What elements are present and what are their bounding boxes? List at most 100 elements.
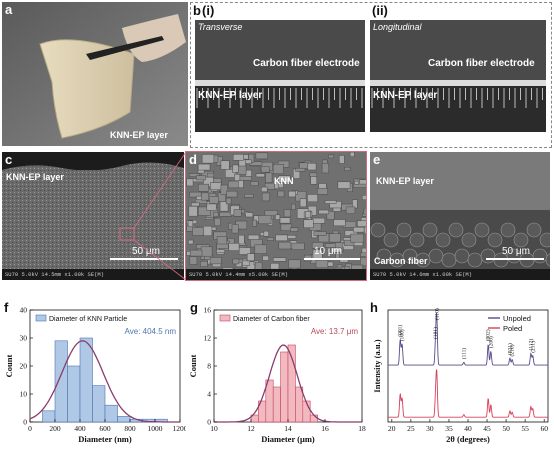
chart-f-xtick-label-0: 0 xyxy=(28,424,32,433)
chart-g-annotation: Ave: 13.7 μm xyxy=(311,327,358,336)
panel-e-footer: SU70 5.0kV 14.6mm x1.00k SE(M) xyxy=(370,269,550,280)
chart-f-bar-3 xyxy=(79,337,93,423)
chart-g-xtick-label-2: 14 xyxy=(284,424,292,433)
chart-f-ytick-label-2: 20 xyxy=(20,362,28,371)
panel-bii-title: Longitudinal xyxy=(373,22,422,32)
panel-a-caption: KNN-EP layer xyxy=(110,130,168,140)
chart-f-ylabel: Count xyxy=(4,355,14,378)
chart-h-xtick-label-3: 35 xyxy=(445,424,453,433)
chart-f-annotation: Ave: 404.5 nm xyxy=(125,327,177,336)
chart-h-peak-label-7: (021) xyxy=(506,343,513,355)
panel-a-photo: a KNN-EP layer xyxy=(2,2,188,146)
chart-h-peak-label-2: (110) xyxy=(433,308,440,320)
panel-label-c: c xyxy=(5,152,13,167)
chart-g-ylabel: Count xyxy=(188,355,198,378)
chart-g-bar-7 xyxy=(302,400,311,423)
chart-h-peak-label-5: (002) xyxy=(485,329,492,341)
panel-label-g: g xyxy=(190,300,198,315)
chart-f-bar-6 xyxy=(117,416,131,423)
chart-g-bar-4 xyxy=(280,351,289,423)
panel-bii-electrode-label: Carbon fiber electrode xyxy=(428,58,535,69)
panel-bi-electrode-label: Carbon fiber electrode xyxy=(253,58,360,69)
chart-h-series-1 xyxy=(388,369,548,418)
chart-f: 0 200 400 600 800 1000 1200 0 10 20 30 40 Diameter (… xyxy=(4,306,186,445)
panel-d-footer: SU70 5.0kV 14.4mm x5.00k SE(M) xyxy=(186,269,366,280)
chart-g-xtick-label-0: 10 xyxy=(210,424,218,433)
chart-f-xlabel: Diameter (nm) xyxy=(78,434,132,444)
chart-g-legend-swatch xyxy=(219,314,231,322)
chart-g-fit-curve xyxy=(214,344,362,423)
chart-h-xtick-label-6: 50 xyxy=(502,424,510,433)
chart-f-bar-5 xyxy=(104,404,118,423)
panel-d-caption: KNN xyxy=(274,176,294,186)
chart-h-peak-label-8: (210) xyxy=(509,344,516,356)
panel-label-b: b xyxy=(193,3,201,18)
chart-h-series-0 xyxy=(388,312,548,366)
chart-g-xtick-label-3: 16 xyxy=(321,424,329,433)
chart-h-xtick-label-5: 45 xyxy=(483,424,491,433)
chart-h-peak-label-4: (111) xyxy=(460,348,467,360)
chart-f-legend-label: Diameter of KNN Particle xyxy=(49,316,127,323)
chart-h-xtick-label-8: 60 xyxy=(540,424,548,433)
chart-g-bar-5 xyxy=(287,344,296,423)
chart-h-legend-label-0: Unpoled xyxy=(503,314,531,323)
panel-c-sem: c KNN-EP layer 50 μm SU70 5.0kV 14.5mm x… xyxy=(2,152,184,280)
panel-bi-layer-label: KNN-EP layer xyxy=(198,90,263,101)
panel-c-scalebar xyxy=(110,258,178,260)
chart-g: 10 12 14 16 18 0 4 8 12 16 Diameter (μm) Count Diame… xyxy=(188,306,366,445)
chart-h-xtick-label-7: 55 xyxy=(521,424,529,433)
chart-h-peak-label-9: (112) xyxy=(527,339,534,351)
chart-f-xtick-label-3: 600 xyxy=(99,424,111,433)
chart-h-xtick-label-4: 40 xyxy=(464,424,472,433)
chart-h-plot-frame xyxy=(387,309,549,423)
chart-f-legend-swatch xyxy=(35,314,47,322)
chart-h-peak-label-6: (200) xyxy=(487,336,494,348)
chart-f-ytick-label-4: 40 xyxy=(20,306,28,315)
chart-f-bar-0 xyxy=(42,410,56,423)
panel-c-caption: KNN-EP layer xyxy=(6,172,64,182)
chart-f-xtick-label-1: 200 xyxy=(49,424,61,433)
panel-e-scale-text: 50 μm xyxy=(502,246,530,257)
panel-e-scalebar xyxy=(486,258,544,260)
chart-f-bar-4 xyxy=(92,385,106,423)
chart-h-legend-label-1: Poled xyxy=(503,324,522,333)
panel-label-a: a xyxy=(5,2,13,17)
chart-f-xtick-label-2: 400 xyxy=(74,424,86,433)
panel-bi-image: Transverse Carbon fiber electrode KNN-EP… xyxy=(195,20,365,132)
chart-g-ytick-label-1: 4 xyxy=(207,390,211,399)
panel-label-d: d xyxy=(189,152,197,167)
chart-g-ytick-label-2: 8 xyxy=(207,362,211,371)
chart-h-xlabel: 2θ (degrees) xyxy=(446,434,490,444)
chart-g-bar-2 xyxy=(265,379,274,423)
panel-label-f: f xyxy=(4,300,9,315)
panel-label-bi: (i) xyxy=(202,3,215,18)
panel-d-scalebar xyxy=(304,258,360,260)
panel-label-bii: (ii) xyxy=(372,3,388,18)
chart-g-xlabel: Diameter (μm) xyxy=(261,434,315,444)
panel-d-scale-text: 10 μm xyxy=(314,246,342,257)
panel-bi-title: Transverse xyxy=(198,22,243,32)
panel-bii-layer-label: KNN-EP layer xyxy=(373,90,438,101)
panel-e-caption: KNN-EP layer xyxy=(376,176,434,186)
chart-f-ytick-label-0: 0 xyxy=(23,418,27,427)
chart-h-peak-label-0: (001) xyxy=(397,325,404,337)
panel-label-e: e xyxy=(373,152,381,167)
chart-h-xtick-label-1: 25 xyxy=(407,424,415,433)
chart-f-xtick-label-4: 800 xyxy=(124,424,136,433)
chart-h-xtick-label-2: 30 xyxy=(426,424,434,433)
chart-f-bar-1 xyxy=(54,340,68,423)
chart-g-xtick-label-1: 12 xyxy=(247,424,255,433)
panel-c-footer: SU70 5.0kV 14.5mm x1.00k SE(M) xyxy=(2,269,184,280)
chart-f-xtick-label-5: 1000 xyxy=(148,424,163,433)
chart-g-bar-6 xyxy=(295,386,304,423)
chart-f-bar-2 xyxy=(67,365,81,423)
chart-g-ytick-label-3: 12 xyxy=(204,334,212,343)
chart-g-bar-3 xyxy=(272,386,281,423)
chart-f-ytick-label-1: 10 xyxy=(20,390,28,399)
panel-b-frame xyxy=(190,2,552,148)
chart-f-ytick-label-3: 30 xyxy=(20,334,28,343)
panel-d-sem: d KNN 10 μm SU70 5.0kV 14.4mm x5.00k SE(… xyxy=(185,151,367,281)
panel-e-sem: e KNN-EP layer Carbon fiber 50 μm SU70 5… xyxy=(370,152,550,280)
